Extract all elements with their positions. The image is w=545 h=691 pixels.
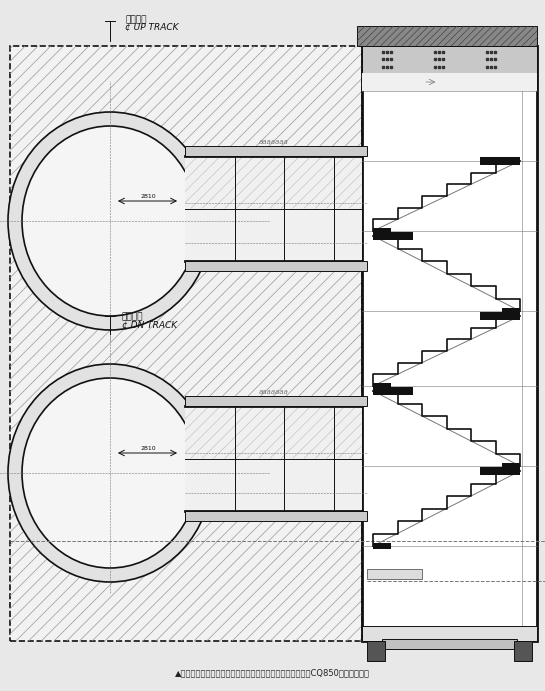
Text: ааааааа: ааааааа	[259, 139, 288, 145]
Ellipse shape	[8, 112, 212, 330]
Bar	[185, 156, 362, 261]
Bar	[357, 26, 537, 46]
Text: 2810: 2810	[140, 194, 156, 199]
Ellipse shape	[22, 378, 198, 568]
Bar	[373, 383, 391, 389]
Bar	[367, 641, 385, 661]
Text: 2810: 2810	[140, 446, 156, 451]
Bar	[362, 46, 537, 641]
Bar	[185, 396, 367, 406]
Bar	[185, 406, 362, 511]
Bar	[373, 228, 391, 234]
Bar	[480, 312, 520, 320]
Text: ▲圖說：聯絡通道剩面示意圖（來源：臺北市政府捷運工程局CQ850區段標工程）: ▲圖說：聯絡通道剩面示意圖（來源：臺北市政府捷運工程局CQ850區段標工程）	[175, 668, 370, 677]
Bar	[373, 387, 413, 395]
Text: ¢ UP TRACK: ¢ UP TRACK	[125, 23, 179, 32]
Bar	[373, 543, 391, 549]
Ellipse shape	[22, 126, 198, 316]
Bar	[185, 511, 367, 521]
Bar	[502, 463, 520, 469]
Bar	[362, 626, 537, 641]
Bar	[367, 569, 422, 579]
Bar	[185, 146, 367, 156]
Text: 上行軌道: 上行軌道	[125, 15, 147, 24]
Bar	[185, 261, 367, 271]
Bar	[373, 232, 413, 240]
Text: 下行軌道: 下行軌道	[122, 312, 143, 321]
Bar	[480, 467, 520, 475]
Bar	[362, 46, 537, 73]
Bar	[514, 641, 532, 661]
Ellipse shape	[8, 364, 212, 582]
Text: ааааааа: ааааааа	[259, 389, 288, 395]
Text: ¢ DN TRACK: ¢ DN TRACK	[122, 321, 177, 330]
Bar	[362, 73, 537, 91]
Bar	[480, 157, 520, 165]
Bar	[382, 639, 517, 649]
Bar	[502, 308, 520, 314]
Bar	[10, 46, 362, 641]
